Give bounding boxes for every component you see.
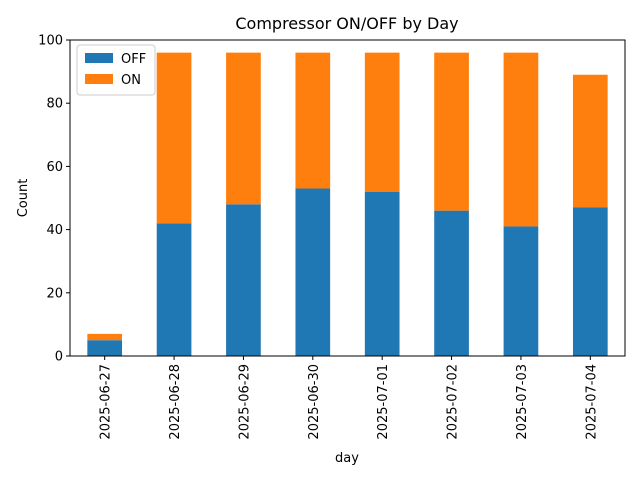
x-tick-label: 2025-07-01 — [376, 364, 391, 440]
bar-on-2025-06-28 — [156, 52, 192, 224]
bar-off-2025-06-27 — [87, 340, 123, 356]
bar-on-2025-07-01 — [364, 52, 400, 192]
bar-on-2025-06-27 — [87, 333, 123, 341]
y-axis-label: Count — [16, 179, 31, 218]
y-tick-label: 40 — [46, 223, 63, 238]
x-axis-label: day — [335, 451, 359, 466]
legend-swatch-on — [85, 74, 113, 84]
bar-off-2025-06-30 — [295, 188, 331, 356]
bar-on-2025-06-29 — [226, 52, 261, 205]
bar-off-2025-06-28 — [156, 223, 192, 356]
x-tick-label: 2025-07-02 — [446, 364, 461, 440]
bar-on-2025-06-30 — [295, 52, 331, 189]
x-tick-label: 2025-06-29 — [237, 364, 252, 440]
bar-off-2025-06-29 — [226, 204, 261, 356]
x-tick-label: 2025-06-27 — [99, 364, 114, 440]
legend-label-off: OFF — [121, 52, 146, 67]
chart-title: Compressor ON/OFF by Day — [235, 14, 458, 33]
x-tick-label: 2025-06-30 — [307, 364, 322, 440]
legend-label-on: ON — [121, 73, 141, 88]
y-tick-label: 20 — [46, 286, 63, 301]
bar-on-2025-07-04 — [572, 74, 608, 208]
y-tick-label: 100 — [38, 34, 63, 49]
bars-layer — [87, 52, 608, 356]
plot-frame — [69, 39, 626, 357]
legend: OFF ON — [76, 44, 156, 96]
bar-off-2025-07-03 — [503, 226, 539, 356]
bar-off-2025-07-01 — [364, 191, 400, 356]
legend-swatch-off — [85, 53, 113, 63]
bar-off-2025-07-04 — [572, 207, 608, 356]
bar-off-2025-07-02 — [434, 210, 469, 356]
axes-layer: 0 20 40 60 80 100 2025-06-27 2025-06-28 2025-06-… — [38, 34, 626, 440]
x-tick-label: 2025-06-28 — [168, 364, 183, 440]
y-tick-label: 80 — [46, 97, 63, 112]
x-tick-label: 2025-07-03 — [515, 364, 530, 440]
bar-on-2025-07-02 — [434, 52, 469, 211]
y-tick-label: 60 — [46, 160, 63, 175]
x-tick-label: 2025-07-04 — [584, 364, 599, 440]
y-tick-label: 0 — [55, 350, 63, 365]
bar-on-2025-07-03 — [503, 52, 539, 227]
